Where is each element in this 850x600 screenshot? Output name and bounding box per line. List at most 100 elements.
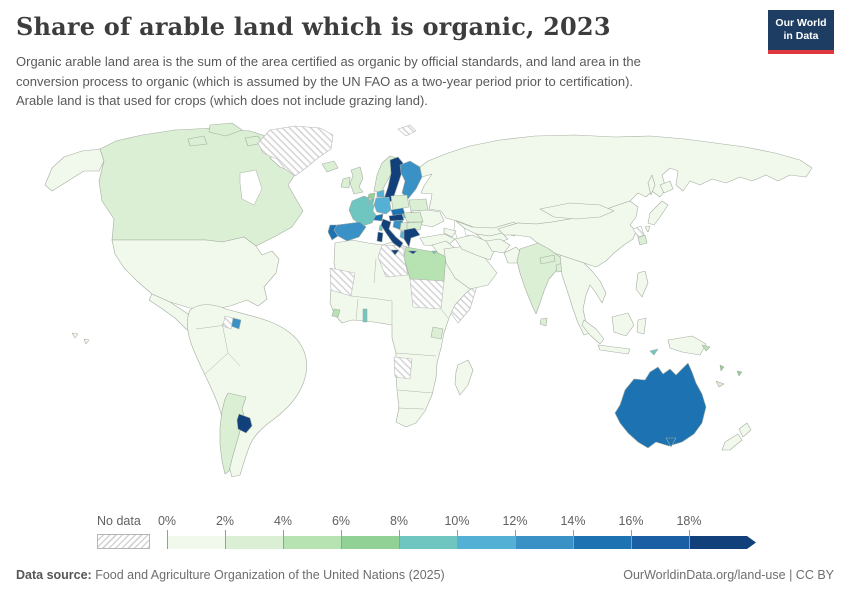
country-angola-no-data[interactable]	[393, 356, 413, 380]
country-papua-new-guinea[interactable]	[667, 335, 707, 356]
border-line	[195, 322, 241, 376]
country-indonesia-borneo[interactable]	[611, 312, 635, 337]
legend-arrow-tip	[747, 536, 756, 549]
legend-bin-0-2[interactable]	[167, 536, 225, 549]
country-canada-arctic-island[interactable]	[187, 135, 208, 147]
country-ireland[interactable]	[340, 176, 351, 189]
country-italy-sicily[interactable]	[390, 249, 400, 256]
country-usa[interactable]	[111, 236, 280, 311]
hawaii-islands[interactable]	[71, 332, 90, 345]
legend-tick	[573, 530, 574, 549]
country-togo[interactable]	[362, 308, 368, 323]
country-indonesia-sulawesi[interactable]	[636, 317, 647, 335]
legend-bin-4-6[interactable]	[283, 536, 341, 549]
country-nepal[interactable]	[539, 254, 556, 265]
country-austria[interactable]	[388, 213, 405, 222]
region-south-america-base[interactable]	[187, 304, 307, 478]
country-somalia-no-data[interactable]	[450, 282, 479, 324]
data-source-text: Food and Agriculture Organization of the…	[91, 568, 445, 582]
country-philippines[interactable]	[635, 270, 649, 298]
country-portugal[interactable]	[327, 224, 339, 241]
country-north-korea-no-data[interactable]	[632, 225, 645, 238]
legend-tick-label: 8%	[389, 514, 409, 528]
country-mongolia[interactable]	[539, 202, 615, 220]
country-italy[interactable]	[380, 218, 404, 249]
owid-link[interactable]: OurWorldinData.org/land-use	[623, 568, 786, 582]
svalbard-no-data[interactable]	[397, 124, 417, 137]
legend-tick	[283, 530, 284, 549]
country-sierra-leone[interactable]	[331, 308, 341, 318]
country-greece-crete[interactable]	[407, 250, 418, 255]
legend-bin-12-14[interactable]	[515, 536, 573, 549]
country-solomon-islands[interactable]	[701, 344, 711, 352]
country-argentina[interactable]	[219, 392, 247, 475]
country-iran[interactable]	[454, 234, 496, 261]
country-vanuatu[interactable]	[719, 364, 725, 372]
country-japan-hokkaido[interactable]	[659, 180, 674, 194]
country-australia-tasmania[interactable]	[665, 437, 677, 448]
data-source: Data source: Food and Agriculture Organi…	[16, 568, 445, 582]
legend-bin-6-8[interactable]	[341, 536, 399, 549]
world-choropleth-map[interactable]	[0, 113, 850, 505]
legend-tick-label: 4%	[273, 514, 293, 528]
country-uruguay[interactable]	[236, 413, 253, 434]
region-indochina[interactable]	[559, 254, 607, 336]
country-bulgaria[interactable]	[406, 221, 423, 231]
country-new-zealand-south[interactable]	[721, 433, 743, 451]
country-alaska[interactable]	[44, 148, 105, 192]
country-new-zealand-north[interactable]	[738, 422, 752, 438]
country-greenland-no-data[interactable]	[257, 125, 334, 177]
country-canada-arctic-island[interactable]	[208, 122, 243, 137]
country-fiji[interactable]	[736, 370, 743, 377]
legend-bin-2-4[interactable]	[225, 536, 283, 549]
country-japan-kyushu[interactable]	[644, 225, 651, 233]
country-spain[interactable]	[333, 221, 367, 242]
country-afghanistan[interactable]	[485, 238, 511, 254]
country-mauritania-no-data[interactable]	[329, 267, 356, 297]
legend-tick	[341, 530, 342, 549]
legend-tick-label: 14%	[560, 514, 586, 528]
legend-tick	[515, 530, 516, 549]
region-caucasus[interactable]	[443, 227, 457, 238]
country-uganda[interactable]	[430, 326, 444, 340]
legend-tick-label: 16%	[618, 514, 644, 528]
owid-logo[interactable]: Our World in Data	[768, 10, 834, 54]
legend-no-data-swatch[interactable]	[97, 534, 150, 549]
legend-bin-14-16[interactable]	[573, 536, 631, 549]
license-link[interactable]: CC BY	[795, 568, 834, 582]
country-greece[interactable]	[403, 227, 421, 248]
chart-footer: Data source: Food and Agriculture Organi…	[16, 568, 834, 582]
legend-bin-10-12[interactable]	[457, 536, 515, 549]
country-france[interactable]	[348, 195, 377, 227]
legend-tick-label: 2%	[215, 514, 235, 528]
country-denmark[interactable]	[376, 189, 385, 198]
country-australia[interactable]	[614, 362, 707, 449]
country-indonesia-sumatra[interactable]	[581, 319, 605, 345]
country-romania[interactable]	[403, 211, 424, 223]
legend-color-bar[interactable]	[167, 536, 747, 549]
country-new-caledonia[interactable]	[715, 380, 725, 388]
legend-no-data-label: No data	[97, 514, 141, 528]
country-sudan-no-data[interactable]	[409, 278, 445, 310]
country-poland[interactable]	[390, 194, 410, 211]
country-timor[interactable]	[649, 348, 659, 356]
country-japan-honshu[interactable]	[647, 200, 669, 226]
country-sakhalin[interactable]	[647, 174, 656, 196]
legend-bin-16-18[interactable]	[631, 536, 689, 549]
country-south-korea[interactable]	[637, 234, 648, 246]
country-sri-lanka[interactable]	[539, 317, 548, 327]
owid-logo-line1: Our World	[775, 16, 827, 29]
legend-bin-18-plus[interactable]	[689, 536, 747, 549]
country-finland[interactable]	[399, 160, 423, 200]
legend-bin-8-10[interactable]	[399, 536, 457, 549]
country-germany[interactable]	[373, 196, 392, 215]
country-libya-no-data[interactable]	[377, 244, 409, 278]
country-belarus[interactable]	[408, 198, 429, 212]
country-united-kingdom[interactable]	[349, 166, 364, 195]
country-cyprus[interactable]	[431, 250, 438, 255]
country-italy-sardinia[interactable]	[376, 231, 384, 243]
country-suriname-no-data[interactable]	[222, 315, 234, 330]
country-iceland[interactable]	[321, 160, 339, 173]
country-indonesia-java[interactable]	[597, 344, 631, 355]
country-madagascar[interactable]	[454, 359, 474, 396]
